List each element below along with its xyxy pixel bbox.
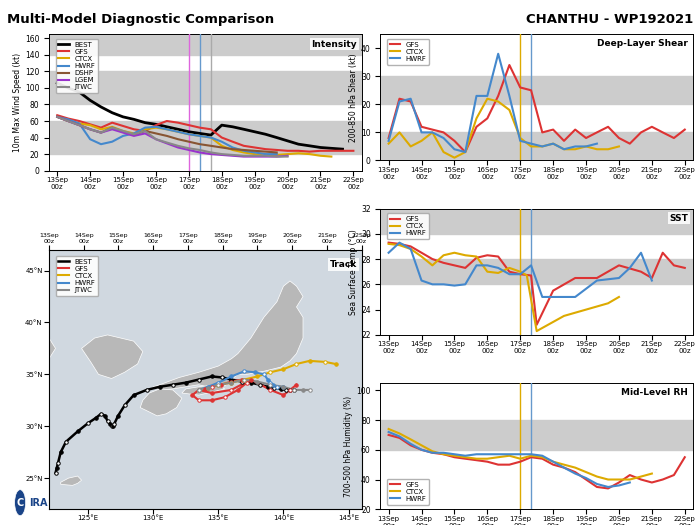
Y-axis label: Sea Surface Temp (°C): Sea Surface Temp (°C) xyxy=(349,229,358,314)
Legend: GFS, CTCX, HWRF: GFS, CTCX, HWRF xyxy=(387,479,429,505)
Legend: BEST, GFS, CTCX, HWRF, DSHP, LGEM, JTWC: BEST, GFS, CTCX, HWRF, DSHP, LGEM, JTWC xyxy=(55,39,98,93)
Circle shape xyxy=(15,490,26,516)
Polygon shape xyxy=(0,250,55,509)
Bar xyxy=(49,121,362,154)
Text: IRA: IRA xyxy=(29,498,47,508)
Text: Track: Track xyxy=(330,260,357,269)
Text: Deep-Layer Shear: Deep-Layer Shear xyxy=(597,39,688,48)
Y-axis label: 200-850 hPa Shear (kt): 200-850 hPa Shear (kt) xyxy=(349,53,358,142)
Legend: BEST, GFS, CTCX, HWRF, JTWC: BEST, GFS, CTCX, HWRF, JTWC xyxy=(55,256,98,296)
Text: SST: SST xyxy=(669,214,688,223)
Legend: GFS, CTCX, HWRF: GFS, CTCX, HWRF xyxy=(387,213,429,239)
Polygon shape xyxy=(153,281,303,390)
Bar xyxy=(380,259,693,285)
Polygon shape xyxy=(82,335,143,379)
Bar xyxy=(49,71,362,104)
Text: Intensity: Intensity xyxy=(312,39,357,49)
Legend: GFS, CTCX, HWRF: GFS, CTCX, HWRF xyxy=(387,39,429,65)
Bar xyxy=(380,132,693,161)
Bar xyxy=(380,420,693,450)
Bar xyxy=(380,76,693,104)
Y-axis label: 700-500 hPa Humidity (%): 700-500 hPa Humidity (%) xyxy=(344,395,354,497)
Bar xyxy=(49,34,362,55)
Polygon shape xyxy=(140,389,182,416)
Text: CHANTHU - WP192021: CHANTHU - WP192021 xyxy=(526,13,693,26)
Polygon shape xyxy=(61,476,82,486)
Text: Mid-Level RH: Mid-Level RH xyxy=(622,388,688,397)
Bar xyxy=(380,208,693,234)
Text: C: C xyxy=(17,498,24,508)
Text: Multi-Model Diagnostic Comparison: Multi-Model Diagnostic Comparison xyxy=(7,13,274,26)
Polygon shape xyxy=(182,385,225,395)
Y-axis label: 10m Max Wind Speed (kt): 10m Max Wind Speed (kt) xyxy=(13,53,22,152)
